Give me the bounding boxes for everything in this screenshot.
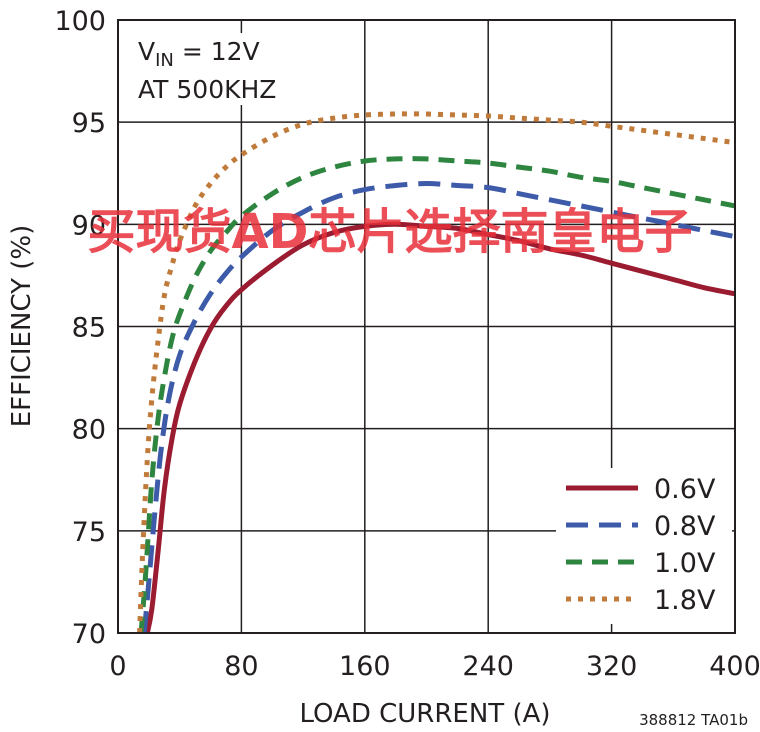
annotation-rest: = 12V	[174, 37, 260, 66]
series-layer	[137, 111, 735, 633]
annotation-sub: IN	[155, 50, 174, 71]
annotation-frequency: AT 500KHZ	[138, 75, 276, 104]
y-tick-label-2: 80	[72, 415, 106, 446]
series-line-1p8v	[137, 111, 735, 633]
series-line-1p0v	[138, 156, 735, 633]
y-axis-ticks: 70 75 80 85 90 95 100	[54, 6, 106, 650]
series-line-0p8v	[141, 180, 735, 633]
x-tick-label-2: 160	[339, 651, 391, 682]
y-tick-label-0: 70	[72, 619, 106, 650]
figure-code: 388812 TA01b	[639, 711, 748, 729]
x-tick-label-5: 400	[709, 651, 760, 682]
legend-label-3: 1.8V	[654, 585, 716, 616]
y-axis-label: EFFICIENCY (%)	[7, 225, 37, 428]
x-tick-label-0: 0	[109, 651, 126, 682]
y-tick-label-1: 75	[72, 517, 106, 548]
y-tick-label-5: 95	[72, 108, 106, 139]
legend-label-1: 0.8V	[654, 511, 716, 542]
legend: 0.6V 0.8V 1.0V 1.8V	[556, 468, 732, 624]
plot-frame	[117, 19, 736, 634]
y-tick-label-6: 100	[54, 6, 106, 37]
x-tick-label-4: 320	[586, 651, 638, 682]
annotation-box: VIN = 12V AT 500KHZ	[128, 33, 290, 105]
legend-background	[556, 468, 732, 624]
annotation-v: V	[138, 37, 155, 66]
x-tick-label-3: 240	[462, 651, 514, 682]
legend-label-0: 0.6V	[654, 474, 716, 505]
watermark-text: 买现货AD芯片选择南皇电子	[88, 204, 693, 260]
annotation-vin: VIN = 12V	[138, 37, 260, 71]
y-tick-label-3: 85	[72, 313, 106, 344]
series-line-0p6v	[144, 221, 735, 633]
x-axis-label: LOAD CURRENT (A)	[299, 699, 550, 729]
y-tick-label-4: 90	[72, 210, 106, 241]
legend-label-2: 1.0V	[654, 548, 716, 579]
x-axis-ticks: 0 80 160 240 320 400	[109, 651, 760, 682]
x-tick-label-1: 80	[224, 651, 258, 682]
